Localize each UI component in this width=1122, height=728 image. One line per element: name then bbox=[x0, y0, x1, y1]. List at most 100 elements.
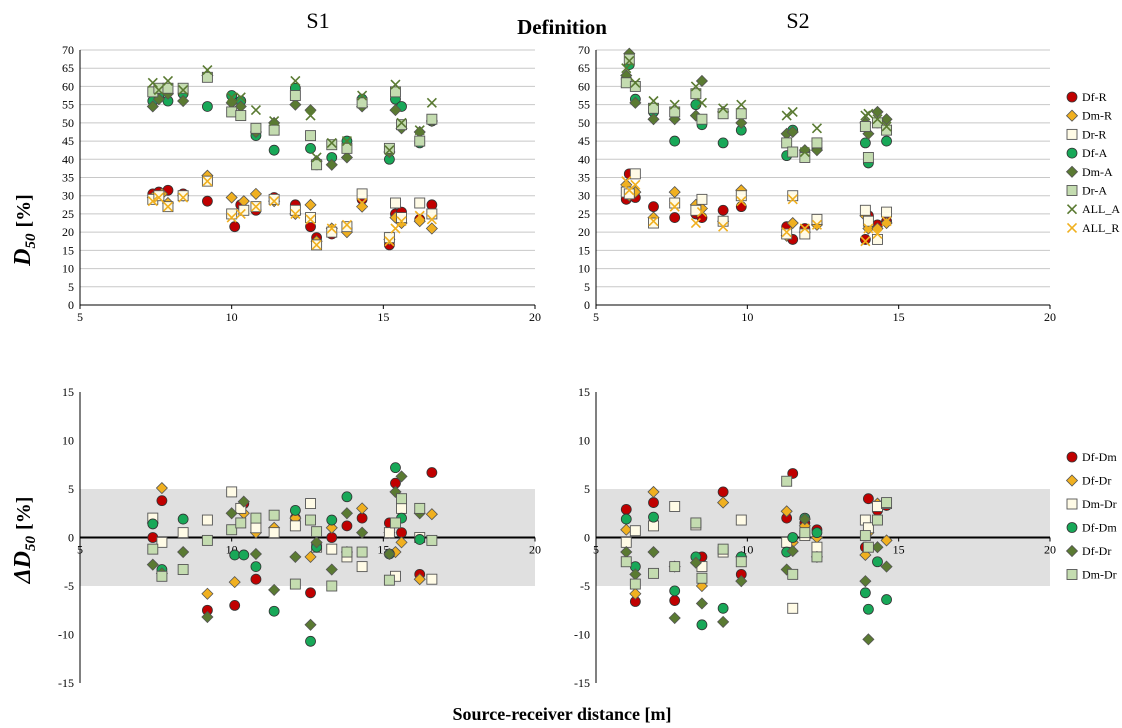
legends-layer: Df-RDm-RDr-RDf-ADm-ADr-AALL_AALL_RDf-DmD… bbox=[1065, 90, 1120, 582]
data-point bbox=[356, 526, 369, 539]
data-point bbox=[390, 197, 401, 209]
data-point bbox=[311, 526, 323, 538]
data-point bbox=[326, 514, 338, 526]
y-tick-label: 10 bbox=[578, 262, 590, 276]
data-point bbox=[156, 536, 168, 548]
data-point bbox=[395, 470, 408, 483]
data-point bbox=[289, 504, 301, 516]
data-point bbox=[860, 110, 871, 121]
data-point bbox=[413, 573, 426, 586]
data-point bbox=[648, 217, 659, 229]
data-point bbox=[735, 201, 747, 213]
data-point bbox=[690, 217, 701, 229]
data-point bbox=[880, 216, 893, 230]
data-point bbox=[325, 521, 338, 534]
y-tick-label: -10 bbox=[58, 628, 74, 642]
data-point bbox=[290, 75, 301, 87]
data-point bbox=[356, 200, 369, 213]
data-point bbox=[690, 517, 702, 529]
data-point bbox=[383, 527, 395, 539]
data-point bbox=[863, 603, 874, 615]
bottom-ylabel-main: ΔD bbox=[10, 551, 36, 584]
series-dr-r bbox=[620, 168, 893, 245]
data-point bbox=[426, 208, 438, 220]
data-point bbox=[862, 633, 875, 646]
data-point bbox=[647, 485, 660, 498]
y-tick-label: 5 bbox=[584, 482, 590, 496]
data-point bbox=[289, 90, 301, 101]
data-point bbox=[384, 236, 395, 247]
data-point bbox=[811, 213, 823, 225]
y-tick-label: -5 bbox=[580, 579, 590, 593]
data-point bbox=[235, 92, 246, 103]
data-point bbox=[859, 121, 871, 132]
y-tick-label: 60 bbox=[578, 79, 590, 93]
data-point bbox=[156, 495, 168, 507]
data-point bbox=[668, 611, 681, 625]
data-point bbox=[425, 508, 438, 521]
data-point bbox=[229, 600, 241, 611]
data-point bbox=[249, 547, 262, 561]
y-tick-label: 70 bbox=[62, 43, 74, 57]
data-point bbox=[735, 575, 748, 588]
data-point bbox=[781, 110, 792, 121]
data-point bbox=[786, 216, 799, 230]
series-df-dr bbox=[620, 485, 893, 600]
x-tick-label: 5 bbox=[593, 310, 599, 324]
y-tick-label: 10 bbox=[62, 262, 74, 276]
data-point bbox=[872, 514, 883, 526]
legend-label: Df-R bbox=[1082, 90, 1107, 104]
data-point bbox=[696, 113, 708, 125]
data-point bbox=[289, 98, 302, 111]
data-point bbox=[305, 587, 316, 599]
figure-title: Definition bbox=[517, 15, 607, 39]
data-point bbox=[620, 503, 632, 515]
legend-label: Dr-A bbox=[1082, 184, 1107, 198]
legend-marker bbox=[1065, 544, 1079, 558]
data-point bbox=[811, 123, 823, 134]
data-point bbox=[356, 512, 368, 524]
data-point bbox=[201, 514, 213, 526]
legend-bottom: Df-Dm Df-Dr Dm-Dr Df-Dm Df-Dr Dm-Dr bbox=[1065, 450, 1117, 582]
data-point bbox=[426, 97, 437, 108]
data-point bbox=[799, 146, 810, 158]
data-point bbox=[147, 196, 158, 207]
data-point bbox=[325, 563, 338, 576]
y-tick-label: 45 bbox=[62, 134, 74, 148]
y-tick-label: 65 bbox=[578, 61, 590, 75]
data-point bbox=[629, 525, 641, 537]
x-tick-label: 20 bbox=[1044, 543, 1056, 557]
data-point bbox=[202, 64, 213, 76]
data-point bbox=[250, 573, 262, 585]
y-tick-label: 15 bbox=[578, 243, 590, 257]
data-point bbox=[881, 497, 893, 509]
data-point bbox=[250, 122, 262, 134]
data-point bbox=[881, 121, 892, 132]
data-point bbox=[250, 561, 262, 572]
data-point bbox=[147, 518, 159, 530]
data-point bbox=[863, 493, 874, 505]
data-point bbox=[356, 546, 368, 558]
data-point bbox=[786, 545, 799, 558]
y-tick-label: 35 bbox=[62, 171, 74, 185]
data-point bbox=[647, 113, 660, 126]
data-point bbox=[863, 223, 874, 234]
data-point bbox=[177, 545, 190, 559]
data-point bbox=[811, 541, 823, 553]
data-point bbox=[426, 113, 438, 125]
data-point bbox=[177, 527, 189, 539]
y-tick-label: 20 bbox=[578, 225, 590, 239]
y-tick-label: 5 bbox=[68, 280, 74, 294]
data-point bbox=[384, 145, 395, 156]
series-dr-a bbox=[147, 71, 438, 171]
data-point bbox=[717, 543, 729, 555]
data-point bbox=[202, 176, 213, 187]
data-point bbox=[717, 108, 729, 120]
data-point bbox=[787, 602, 799, 614]
data-point bbox=[620, 536, 632, 548]
data-point bbox=[356, 97, 368, 109]
series-all-r bbox=[621, 176, 892, 247]
data-point bbox=[780, 505, 793, 518]
data-point bbox=[268, 509, 280, 521]
